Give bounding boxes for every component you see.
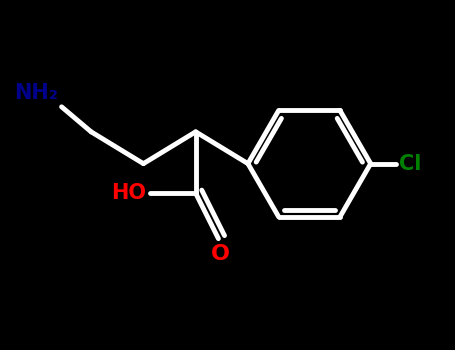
Text: Cl: Cl [399,154,422,174]
Text: HO: HO [111,183,146,203]
Text: O: O [211,244,230,264]
Text: NH₂: NH₂ [14,83,58,103]
